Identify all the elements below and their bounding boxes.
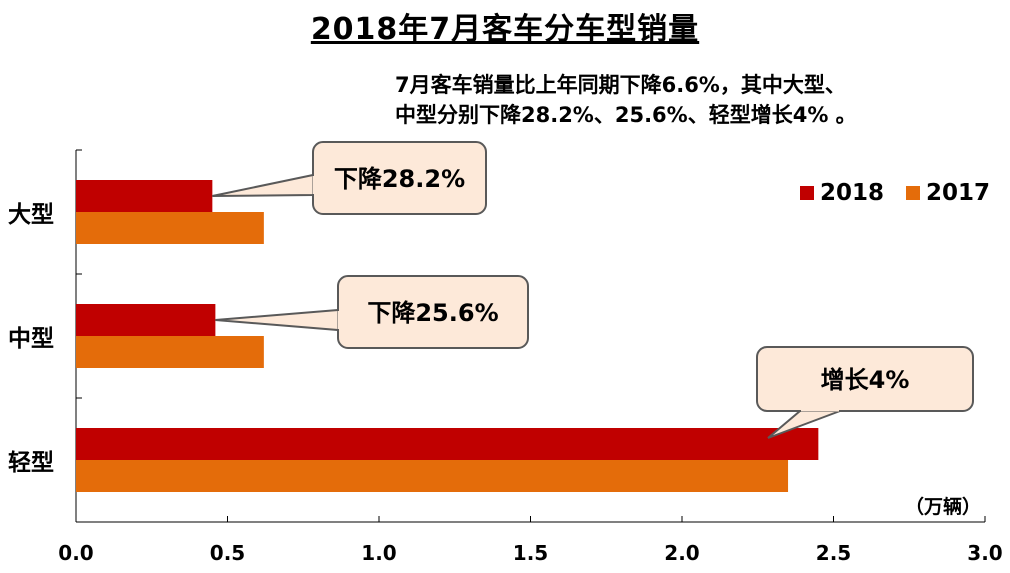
bar-2018-1 — [76, 304, 216, 336]
category-label: 中型 — [8, 326, 54, 352]
chart-title: 2018年7月客车分车型销量 — [310, 12, 700, 47]
bar-2017-1 — [76, 336, 264, 368]
chart-subtitle: 7月客车销量比上年同期下降6.6%，其中大型、 中型分别下降28.2%、25.6… — [395, 70, 995, 130]
callout-box — [756, 346, 974, 412]
legend-item-2017: 2017 — [906, 180, 990, 206]
legend-swatch-2017 — [906, 186, 921, 200]
legend-label-2017: 2017 — [926, 180, 991, 206]
x-tick-label: 2.0 — [664, 541, 699, 565]
callout-text: 下降25.6% — [367, 299, 498, 327]
legend-item-2018: 2018 — [800, 180, 884, 206]
x-tick-label: 0.5 — [210, 541, 245, 565]
unit-label: （万辆） — [905, 496, 982, 518]
bar-2018-2 — [76, 428, 819, 460]
x-tick-label: 0.0 — [58, 541, 93, 565]
bar-2017-0 — [76, 212, 264, 244]
subtitle-line-1: 7月客车销量比上年同期下降6.6%，其中大型、 — [395, 73, 846, 97]
x-tick-label: 2.5 — [816, 541, 851, 565]
chart-legend: 2018 2017 — [800, 180, 1004, 206]
category-label: 大型 — [8, 202, 54, 228]
subtitle-line-2: 中型分别下降28.2%、25.6%、轻型增长4% 。 — [395, 103, 857, 127]
x-tick-label: 1.0 — [361, 541, 396, 565]
x-tick-label: 1.5 — [513, 541, 548, 565]
callout-pointer — [212, 173, 314, 197]
bar-2018-0 — [76, 180, 213, 212]
legend-label-2018: 2018 — [820, 180, 885, 206]
bar-2017-2 — [76, 460, 789, 492]
category-label: 轻型 — [8, 449, 54, 476]
x-tick-label: 3.0 — [967, 541, 1002, 565]
legend-swatch-2018 — [800, 186, 814, 200]
callout-text: 增长4% — [821, 366, 910, 394]
callout-text: 下降28.2% — [334, 165, 465, 193]
callout-pointer — [215, 308, 339, 332]
